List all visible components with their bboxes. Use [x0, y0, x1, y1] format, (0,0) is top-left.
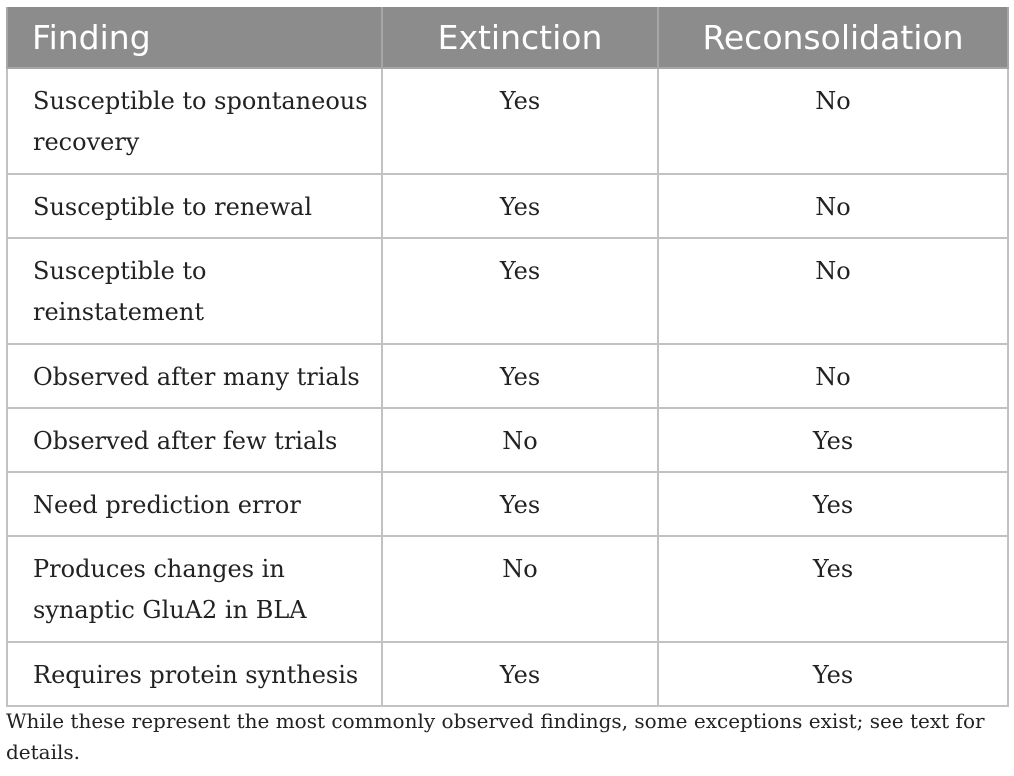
table-row: Susceptible to spontaneous recovery Yes … — [6, 67, 1009, 175]
finding-cell: Requires protein synthesis — [6, 641, 383, 707]
reconsolidation-cell: Yes — [657, 407, 1009, 473]
finding-cell: Susceptible to renewal — [6, 173, 383, 239]
header-row: Finding Extinction Reconsolidation — [6, 7, 1009, 69]
table-row: Requires protein synthesis Yes Yes — [6, 641, 1009, 707]
extinction-cell: No — [381, 407, 659, 473]
extinction-cell: Yes — [381, 641, 659, 707]
extinction-cell: Yes — [381, 67, 659, 175]
reconsolidation-cell: No — [657, 173, 1009, 239]
reconsolidation-cell: Yes — [657, 471, 1009, 537]
finding-cell: Observed after few trials — [6, 407, 383, 473]
finding-cell: Produces changes in synaptic GluA2 in BL… — [6, 535, 383, 643]
reconsolidation-cell: No — [657, 237, 1009, 345]
extinction-cell: No — [381, 535, 659, 643]
table-header: Finding Extinction Reconsolidation — [6, 7, 1009, 69]
table-row: Susceptible to renewal Yes No — [6, 173, 1009, 239]
finding-cell: Need prediction error — [6, 471, 383, 537]
reconsolidation-cell: Yes — [657, 641, 1009, 707]
finding-cell: Susceptible to reinstatement — [6, 237, 383, 345]
table-row: Observed after few trials No Yes — [6, 407, 1009, 473]
header-extinction: Extinction — [381, 7, 659, 69]
reconsolidation-cell: Yes — [657, 535, 1009, 643]
header-finding: Finding — [6, 7, 383, 69]
table-row: Need prediction error Yes Yes — [6, 471, 1009, 537]
header-reconsolidation: Reconsolidation — [657, 7, 1009, 69]
extinction-cell: Yes — [381, 237, 659, 345]
extinction-cell: Yes — [381, 173, 659, 239]
finding-cell: Observed after many trials — [6, 343, 383, 409]
extinction-cell: Yes — [381, 471, 659, 537]
reconsolidation-cell: No — [657, 343, 1009, 409]
table-row: Susceptible to reinstatement Yes No — [6, 237, 1009, 345]
extinction-cell: Yes — [381, 343, 659, 409]
table-row: Produces changes in synaptic GluA2 in BL… — [6, 535, 1009, 643]
table-body: Susceptible to spontaneous recovery Yes … — [6, 67, 1009, 707]
reconsolidation-cell: No — [657, 67, 1009, 175]
finding-cell: Susceptible to spontaneous recovery — [6, 67, 383, 175]
table-footnote: While these represent the most commonly … — [6, 709, 985, 764]
findings-table: Finding Extinction Reconsolidation Susce… — [6, 7, 1009, 707]
table-row: Observed after many trials Yes No — [6, 343, 1009, 409]
